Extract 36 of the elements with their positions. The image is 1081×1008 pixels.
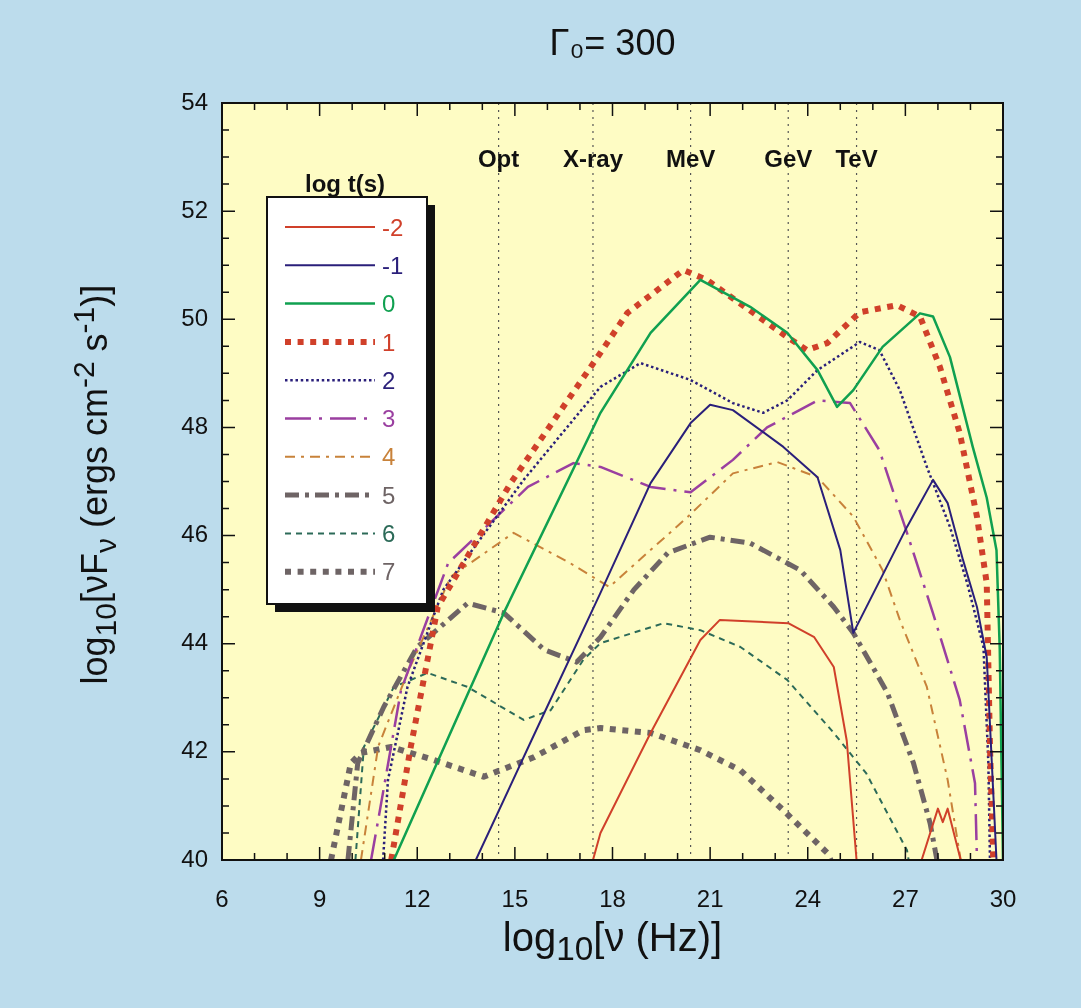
legend-title: log t(s) [305, 169, 385, 197]
ref-line-label: MeV [665, 144, 716, 172]
x-tick-label: 21 [696, 885, 724, 913]
y-tick-label: 48 [181, 412, 208, 440]
x-tick-label: 15 [501, 885, 529, 913]
x-tick-label: 27 [892, 885, 919, 913]
ref-line-label: Opt [477, 144, 520, 172]
legend-label: -2 [382, 213, 404, 241]
legend-label: 6 [382, 520, 396, 548]
legend-label: 1 [382, 328, 396, 356]
legend-label: 5 [382, 481, 396, 509]
x-tick-label: 24 [794, 885, 822, 913]
line-series [354, 622, 910, 860]
legend-label: 2 [382, 366, 396, 394]
y-tick-label: 52 [181, 195, 208, 223]
legend-label: 7 [382, 558, 396, 586]
x-tick-label: 18 [599, 885, 626, 913]
legend-label: 4 [382, 443, 396, 471]
y-tick-label: 54 [181, 87, 208, 115]
ref-line-label: TeV [835, 144, 878, 172]
chart-title: Γ₀= 300 [548, 22, 677, 64]
y-tick-label: 42 [181, 736, 208, 764]
y-tick-label: 40 [181, 844, 208, 872]
x-axis-title: log$_{10}$[ν (Hz)] [501, 915, 724, 968]
y-tick-label: 44 [181, 628, 208, 656]
ref-line-label: GeV [764, 144, 813, 172]
x-tick-label: 30 [989, 885, 1017, 913]
x-tick-label: 9 [312, 885, 327, 913]
y-tick-label: 50 [181, 303, 208, 331]
x-tick-label: 6 [215, 885, 229, 913]
legend-label: -1 [382, 251, 404, 279]
y-tick-label: 46 [181, 520, 208, 548]
legend-label: 3 [382, 405, 396, 433]
x-tick-label: 12 [403, 885, 431, 913]
ref-line-label: X-ray [562, 144, 624, 172]
legend-label: 0 [382, 290, 396, 318]
